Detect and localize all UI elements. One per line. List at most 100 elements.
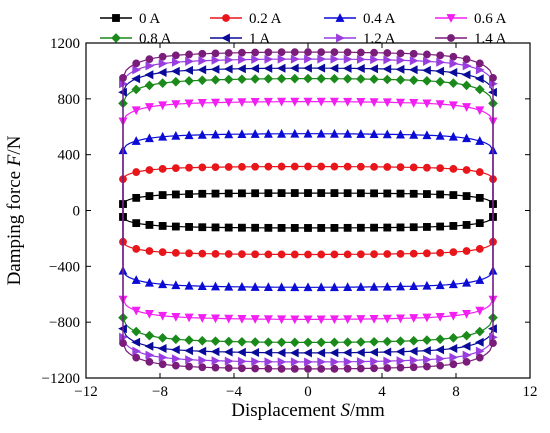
data-point — [198, 189, 207, 198]
data-point — [184, 65, 193, 75]
data-point — [198, 363, 207, 372]
data-point — [145, 192, 154, 200]
data-point — [396, 163, 405, 172]
data-point — [132, 59, 141, 68]
data-point — [132, 245, 141, 253]
data-point — [145, 55, 154, 64]
data-point — [250, 315, 260, 324]
data-point — [396, 49, 405, 58]
data-point — [264, 54, 274, 64]
data-point — [356, 98, 366, 107]
data-point — [185, 223, 193, 231]
data-point — [224, 49, 233, 57]
data-point — [382, 281, 392, 291]
data-point — [449, 222, 458, 230]
data-point — [474, 84, 485, 95]
data-point — [290, 48, 299, 56]
data-point — [304, 224, 312, 232]
data-point — [356, 48, 365, 57]
data-point — [317, 250, 326, 259]
data-point — [223, 347, 233, 357]
data-point — [462, 350, 472, 360]
legend-label: 0.4 A — [363, 11, 396, 27]
data-point — [316, 315, 326, 325]
data-point — [237, 336, 247, 347]
data-point — [474, 337, 484, 347]
data-point — [475, 219, 484, 228]
data-point — [290, 54, 300, 64]
data-point — [224, 55, 234, 65]
data-point — [449, 59, 459, 69]
data-point — [185, 50, 193, 59]
data-point — [423, 249, 431, 258]
x-tick-label: 12 — [523, 384, 538, 400]
data-point — [304, 365, 312, 373]
data-point — [435, 334, 445, 345]
data-point — [264, 162, 273, 171]
data-point — [396, 281, 405, 291]
data-point — [119, 74, 127, 82]
data-point — [329, 63, 339, 73]
y-tick-label: 1200 — [50, 36, 80, 52]
data-point — [131, 74, 141, 84]
data-point — [369, 347, 378, 357]
data-point — [462, 61, 472, 71]
data-point — [144, 330, 155, 341]
legend-item: 1 A — [210, 31, 270, 47]
data-point — [277, 315, 287, 325]
data-point — [475, 245, 484, 253]
data-point — [131, 106, 141, 116]
plot-series — [118, 48, 498, 373]
data-point — [383, 364, 392, 372]
data-point — [224, 163, 233, 171]
data-point — [423, 355, 432, 365]
data-point — [277, 224, 286, 232]
data-point — [184, 313, 194, 323]
data-point — [475, 136, 485, 145]
data-point — [210, 347, 220, 357]
data-point — [436, 248, 445, 257]
data-point — [396, 249, 405, 258]
data-point — [277, 128, 287, 138]
data-point — [290, 250, 299, 259]
data-point — [303, 97, 313, 107]
data-point — [185, 163, 193, 172]
data-point — [369, 282, 379, 291]
data-point — [449, 52, 458, 61]
data-point — [304, 250, 312, 259]
data-point — [370, 55, 379, 65]
data-point — [343, 223, 352, 232]
data-point — [132, 65, 142, 75]
data-point — [317, 365, 326, 373]
data-point — [197, 129, 207, 139]
data-point — [461, 80, 472, 91]
y-tick-label: 0 — [73, 204, 81, 220]
data-point — [382, 64, 392, 74]
data-point — [290, 128, 300, 138]
data-point — [462, 357, 471, 366]
data-point — [489, 74, 497, 82]
data-point — [198, 249, 207, 258]
data-point — [184, 346, 193, 356]
data-point — [211, 55, 221, 65]
data-point — [356, 54, 366, 64]
data-point — [210, 336, 221, 347]
data-point — [409, 223, 418, 232]
data-point — [369, 74, 379, 85]
data-point — [330, 162, 339, 171]
series-0_4-A — [118, 128, 498, 292]
data-point — [475, 65, 485, 75]
data-point — [329, 128, 339, 138]
data-point — [396, 189, 405, 198]
data-point — [238, 250, 246, 259]
legend-marker — [447, 34, 455, 42]
data-point — [356, 315, 366, 324]
data-point — [474, 74, 484, 84]
data-point — [330, 250, 339, 259]
series-0_2-A — [119, 162, 497, 259]
data-point — [237, 347, 246, 357]
data-point — [435, 76, 445, 87]
data-point — [436, 354, 446, 364]
data-point — [158, 131, 168, 141]
data-point — [475, 346, 485, 356]
